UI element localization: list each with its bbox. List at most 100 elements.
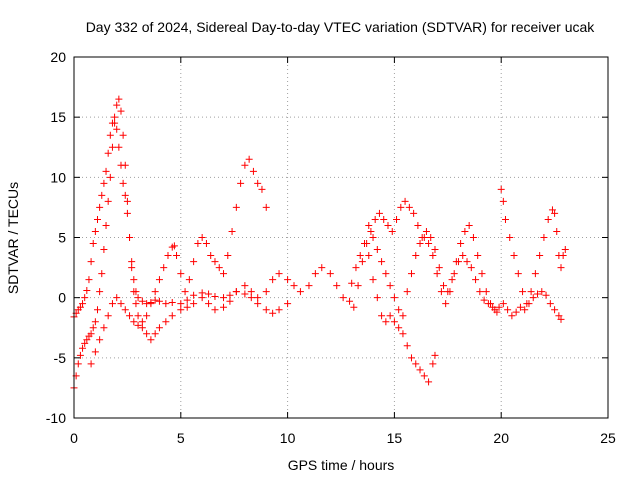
data-point — [117, 300, 125, 308]
y-tick-label: 15 — [50, 109, 66, 125]
x-tick-label: 20 — [493, 430, 509, 446]
data-point — [559, 252, 567, 260]
y-tick-label: -5 — [54, 350, 67, 366]
data-point — [397, 203, 405, 211]
data-point — [457, 240, 465, 248]
data-point — [516, 303, 524, 311]
data-point — [546, 300, 554, 308]
y-tick-label: 10 — [50, 169, 66, 185]
data-point — [81, 339, 89, 347]
data-point — [211, 258, 219, 266]
data-point — [108, 300, 116, 308]
data-point — [102, 221, 110, 229]
data-point — [480, 296, 488, 304]
data-point — [442, 300, 450, 308]
data-point — [399, 312, 407, 320]
data-point — [138, 297, 146, 305]
data-point — [81, 294, 89, 302]
data-point — [224, 252, 232, 260]
data-point — [87, 258, 95, 266]
series-track-d — [346, 197, 565, 323]
data-point — [557, 264, 565, 272]
data-point — [190, 291, 198, 299]
data-point — [232, 288, 240, 296]
data-point — [198, 294, 206, 302]
grid-lines — [74, 57, 608, 418]
data-point — [104, 149, 112, 157]
data-point — [113, 125, 121, 133]
data-point — [173, 252, 181, 260]
data-point — [111, 119, 119, 127]
data-point — [403, 288, 411, 296]
data-point — [386, 282, 394, 290]
data-point — [254, 300, 262, 308]
data-point — [130, 276, 138, 284]
data-point — [422, 227, 430, 235]
data-point — [198, 234, 206, 241]
data-point — [190, 300, 198, 308]
x-tick-label: 15 — [387, 430, 403, 446]
data-point — [143, 330, 151, 338]
data-point — [254, 179, 262, 187]
data-point — [551, 209, 559, 217]
data-point — [425, 240, 433, 248]
data-point — [499, 197, 507, 205]
data-point — [83, 336, 91, 344]
data-point — [540, 234, 548, 241]
data-point — [380, 215, 388, 223]
data-point — [395, 306, 403, 314]
data-point — [237, 179, 245, 187]
data-point — [514, 270, 522, 278]
data-point — [420, 234, 428, 241]
data-point — [508, 312, 516, 320]
data-point — [311, 270, 319, 278]
data-point — [346, 297, 354, 305]
data-point — [433, 270, 441, 278]
data-point — [247, 288, 255, 296]
data-point — [399, 330, 407, 338]
data-point — [538, 288, 546, 296]
data-point — [504, 306, 512, 314]
data-point — [185, 276, 193, 284]
data-point — [467, 264, 475, 272]
data-point — [121, 191, 129, 199]
data-point — [134, 294, 142, 302]
data-point — [93, 306, 101, 314]
data-point — [226, 291, 234, 299]
y-tick-label: -10 — [46, 410, 66, 426]
data-point — [365, 221, 373, 229]
data-point — [403, 342, 411, 350]
data-point — [412, 252, 420, 260]
data-point — [360, 240, 368, 248]
data-point — [130, 288, 138, 296]
data-point — [431, 246, 439, 254]
data-point — [247, 294, 255, 302]
data-point — [510, 252, 518, 260]
data-point — [290, 282, 298, 290]
data-point — [429, 252, 437, 260]
data-point — [115, 95, 123, 103]
data-point — [96, 336, 104, 344]
data-point — [111, 113, 119, 121]
data-point — [220, 303, 228, 311]
data-point — [476, 288, 484, 296]
data-point — [425, 378, 433, 386]
data-point — [369, 276, 377, 284]
data-point — [91, 348, 99, 356]
data-point — [160, 264, 168, 272]
data-point — [354, 282, 362, 290]
data-point — [390, 294, 398, 302]
data-point — [177, 306, 185, 314]
data-point — [162, 300, 170, 308]
data-point — [461, 227, 469, 235]
data-point — [551, 306, 559, 314]
data-point — [484, 300, 492, 308]
data-point — [241, 282, 249, 290]
data-point — [284, 300, 292, 308]
data-point — [181, 288, 189, 296]
data-point — [305, 282, 313, 290]
data-point — [382, 270, 390, 278]
data-point — [474, 252, 482, 260]
